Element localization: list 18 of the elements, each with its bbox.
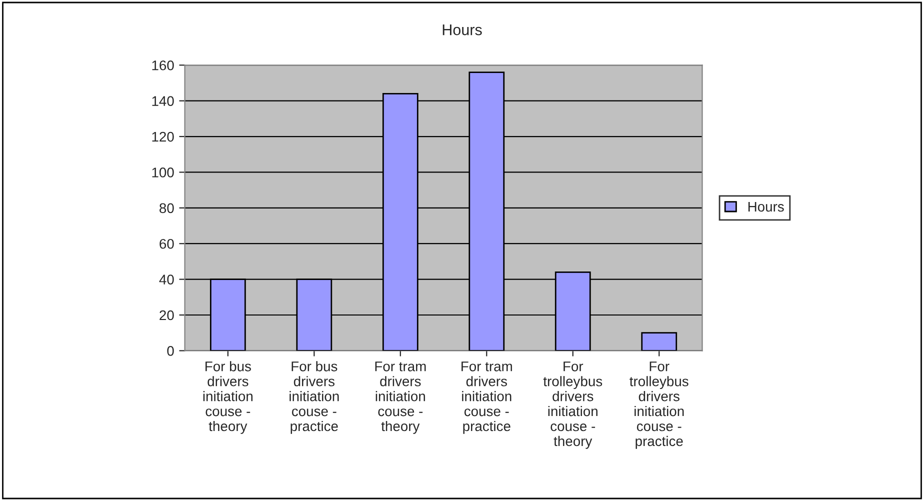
y-tick-label: 0	[167, 346, 174, 356]
x-tick-label: For tram drivers initiation couse - practice	[462, 362, 512, 434]
x-tick-label: For tram drivers initiation couse - theory	[375, 362, 426, 434]
chart-title: Hours	[442, 24, 482, 36]
y-tick-label: 40	[159, 274, 174, 284]
x-tick-label: For trolleybus drivers initiation couse - theory	[543, 362, 602, 449]
y-tick-label: 60	[160, 238, 174, 249]
x-tick-label: For bus drivers initiation couse - practice	[290, 361, 339, 434]
y-tick-label: 100	[152, 168, 174, 178]
bar	[641, 332, 678, 351]
x-tick-label: For trolleybus drivers initiation couse - practice	[630, 362, 688, 449]
legend-label: Hours	[748, 202, 784, 212]
y-tick-label: 140	[152, 96, 174, 106]
y-tick-label: 160	[152, 60, 174, 70]
y-tick-label: 20	[160, 310, 174, 320]
y-tick-label: 80	[160, 203, 174, 214]
y-tick-label: 120	[152, 132, 174, 142]
x-tick-label: For bus drivers initiation couse - theory	[203, 361, 252, 434]
